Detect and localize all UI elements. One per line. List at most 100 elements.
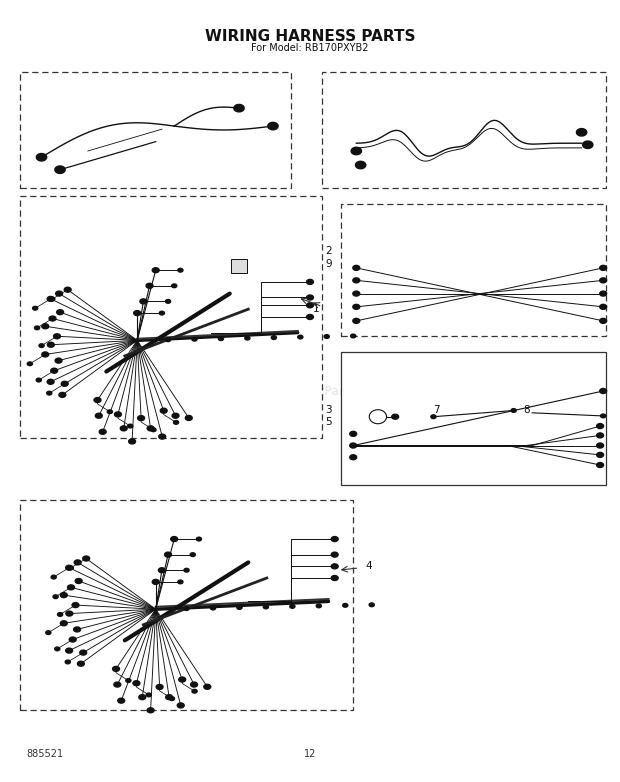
Polygon shape [306,295,314,300]
Polygon shape [596,433,603,438]
Polygon shape [55,166,65,174]
Polygon shape [94,397,101,403]
Polygon shape [218,337,224,340]
Polygon shape [577,128,587,136]
Polygon shape [74,560,81,565]
Polygon shape [355,161,366,169]
Polygon shape [69,637,76,642]
Polygon shape [95,413,102,418]
Text: WIRING HARNESS PARTS: WIRING HARNESS PARTS [205,29,415,44]
Polygon shape [600,304,606,310]
Polygon shape [159,568,166,572]
Polygon shape [126,679,131,683]
Polygon shape [159,434,166,439]
Polygon shape [600,278,606,283]
Bar [231,260,247,274]
Polygon shape [134,310,141,316]
Polygon shape [511,409,516,412]
Polygon shape [107,410,112,414]
Polygon shape [74,627,81,632]
Polygon shape [46,631,51,634]
Polygon shape [351,147,361,155]
Polygon shape [237,605,242,609]
Polygon shape [55,358,62,363]
Polygon shape [151,428,156,432]
Polygon shape [600,389,606,393]
Polygon shape [290,604,295,608]
Polygon shape [600,291,606,296]
Polygon shape [153,579,159,584]
Polygon shape [58,612,63,616]
Polygon shape [133,680,140,686]
Polygon shape [184,569,189,572]
Text: 885521: 885521 [26,749,63,759]
Polygon shape [147,708,154,712]
Polygon shape [68,566,73,570]
Polygon shape [42,324,49,328]
Polygon shape [184,607,189,611]
Text: 5: 5 [326,417,332,427]
Polygon shape [120,426,127,431]
Polygon shape [128,424,133,428]
Polygon shape [392,414,399,419]
Text: 3: 3 [326,406,332,415]
Polygon shape [37,153,46,161]
Polygon shape [350,455,356,460]
Text: 7: 7 [433,406,440,415]
Bar [341,204,606,336]
Polygon shape [66,611,73,616]
Polygon shape [113,666,120,672]
Text: 4: 4 [366,561,372,572]
Polygon shape [353,265,360,271]
Polygon shape [72,603,79,608]
Polygon shape [47,379,54,384]
Polygon shape [114,682,121,687]
Polygon shape [166,694,172,700]
Polygon shape [596,462,603,468]
Polygon shape [583,141,593,149]
Polygon shape [350,443,356,448]
Polygon shape [343,604,348,607]
Polygon shape [298,335,303,339]
Bar [322,71,606,188]
Polygon shape [306,279,314,285]
Polygon shape [268,122,278,130]
Polygon shape [146,693,151,697]
Polygon shape [147,426,154,431]
Polygon shape [118,698,125,703]
Text: 12: 12 [304,749,316,759]
Polygon shape [306,314,314,320]
Polygon shape [192,337,197,341]
Polygon shape [53,595,58,598]
Polygon shape [50,297,55,301]
Polygon shape [39,344,44,347]
Text: 9: 9 [326,259,332,269]
Polygon shape [35,326,40,330]
Polygon shape [59,393,66,397]
Polygon shape [169,697,175,701]
Polygon shape [164,552,172,557]
Polygon shape [197,537,202,541]
Polygon shape [60,621,67,626]
Polygon shape [600,318,606,324]
Polygon shape [264,605,268,609]
Polygon shape [177,703,184,708]
Polygon shape [172,413,179,418]
Polygon shape [596,443,603,448]
Polygon shape [351,334,356,338]
Polygon shape [153,267,159,273]
Polygon shape [190,682,198,687]
Polygon shape [601,414,606,418]
Polygon shape [66,648,73,653]
Polygon shape [369,603,374,607]
Polygon shape [156,684,163,690]
Polygon shape [64,287,71,292]
Polygon shape [600,265,606,271]
Polygon shape [192,690,197,693]
Polygon shape [331,576,338,580]
Bar [341,352,606,485]
Polygon shape [140,299,147,304]
Polygon shape [46,391,52,395]
Polygon shape [245,336,250,340]
Polygon shape [185,415,192,421]
